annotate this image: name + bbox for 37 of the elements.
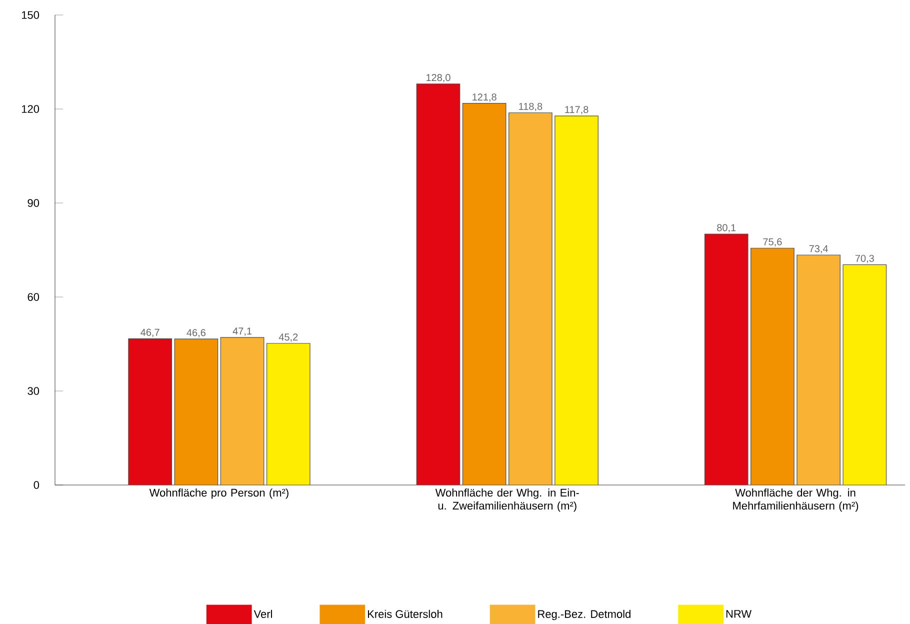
data-label: 46,6 — [186, 329, 206, 338]
bar — [704, 234, 748, 485]
x-tick-label: Wohnfläche pro Person (m²) — [149, 488, 288, 499]
bar — [416, 84, 460, 485]
bar — [508, 112, 552, 485]
x-tick-label: Wohnfläche der Whg. in Ein- u. Zweifamilienhäusern (m²) — [435, 488, 579, 512]
bar — [750, 248, 794, 485]
x-tick-label: Wohnfläche der Whg. in Mehrfamilienhäusern (m²) — [733, 488, 858, 512]
legend-label: Reg.-Bez. Detmold — [538, 610, 630, 620]
bar — [266, 343, 310, 485]
bar — [796, 254, 840, 485]
bar — [842, 264, 887, 485]
y-tick-label: 150 — [22, 11, 40, 19]
data-label: 118,8 — [519, 102, 542, 112]
data-label: 46,7 — [140, 328, 160, 338]
legend-label: Kreis Gütersloh — [368, 610, 442, 618]
bar — [462, 103, 506, 485]
bar — [128, 338, 172, 485]
data-label: 128,0 — [426, 74, 450, 82]
data-label: 80,1 — [717, 224, 736, 232]
y-tick-label: 60 — [28, 293, 40, 301]
data-label: 73,4 — [809, 245, 828, 254]
y-tick-label: 120 — [22, 105, 40, 113]
bar — [554, 116, 598, 485]
data-label: 75,6 — [763, 238, 782, 246]
legend-label: NRW — [726, 610, 752, 618]
data-label: 47,1 — [232, 328, 252, 336]
data-label: 121,8 — [472, 93, 496, 102]
bar — [174, 338, 218, 485]
bar — [220, 337, 264, 485]
data-label: 117,8 — [565, 106, 588, 114]
y-tick-label: 0 — [34, 481, 40, 489]
y-tick-label: 30 — [28, 387, 40, 395]
data-label: 45,2 — [278, 333, 298, 342]
y-tick-label: 90 — [28, 199, 40, 207]
data-label: 70,3 — [855, 254, 874, 264]
legend-label: Verl — [254, 610, 272, 618]
